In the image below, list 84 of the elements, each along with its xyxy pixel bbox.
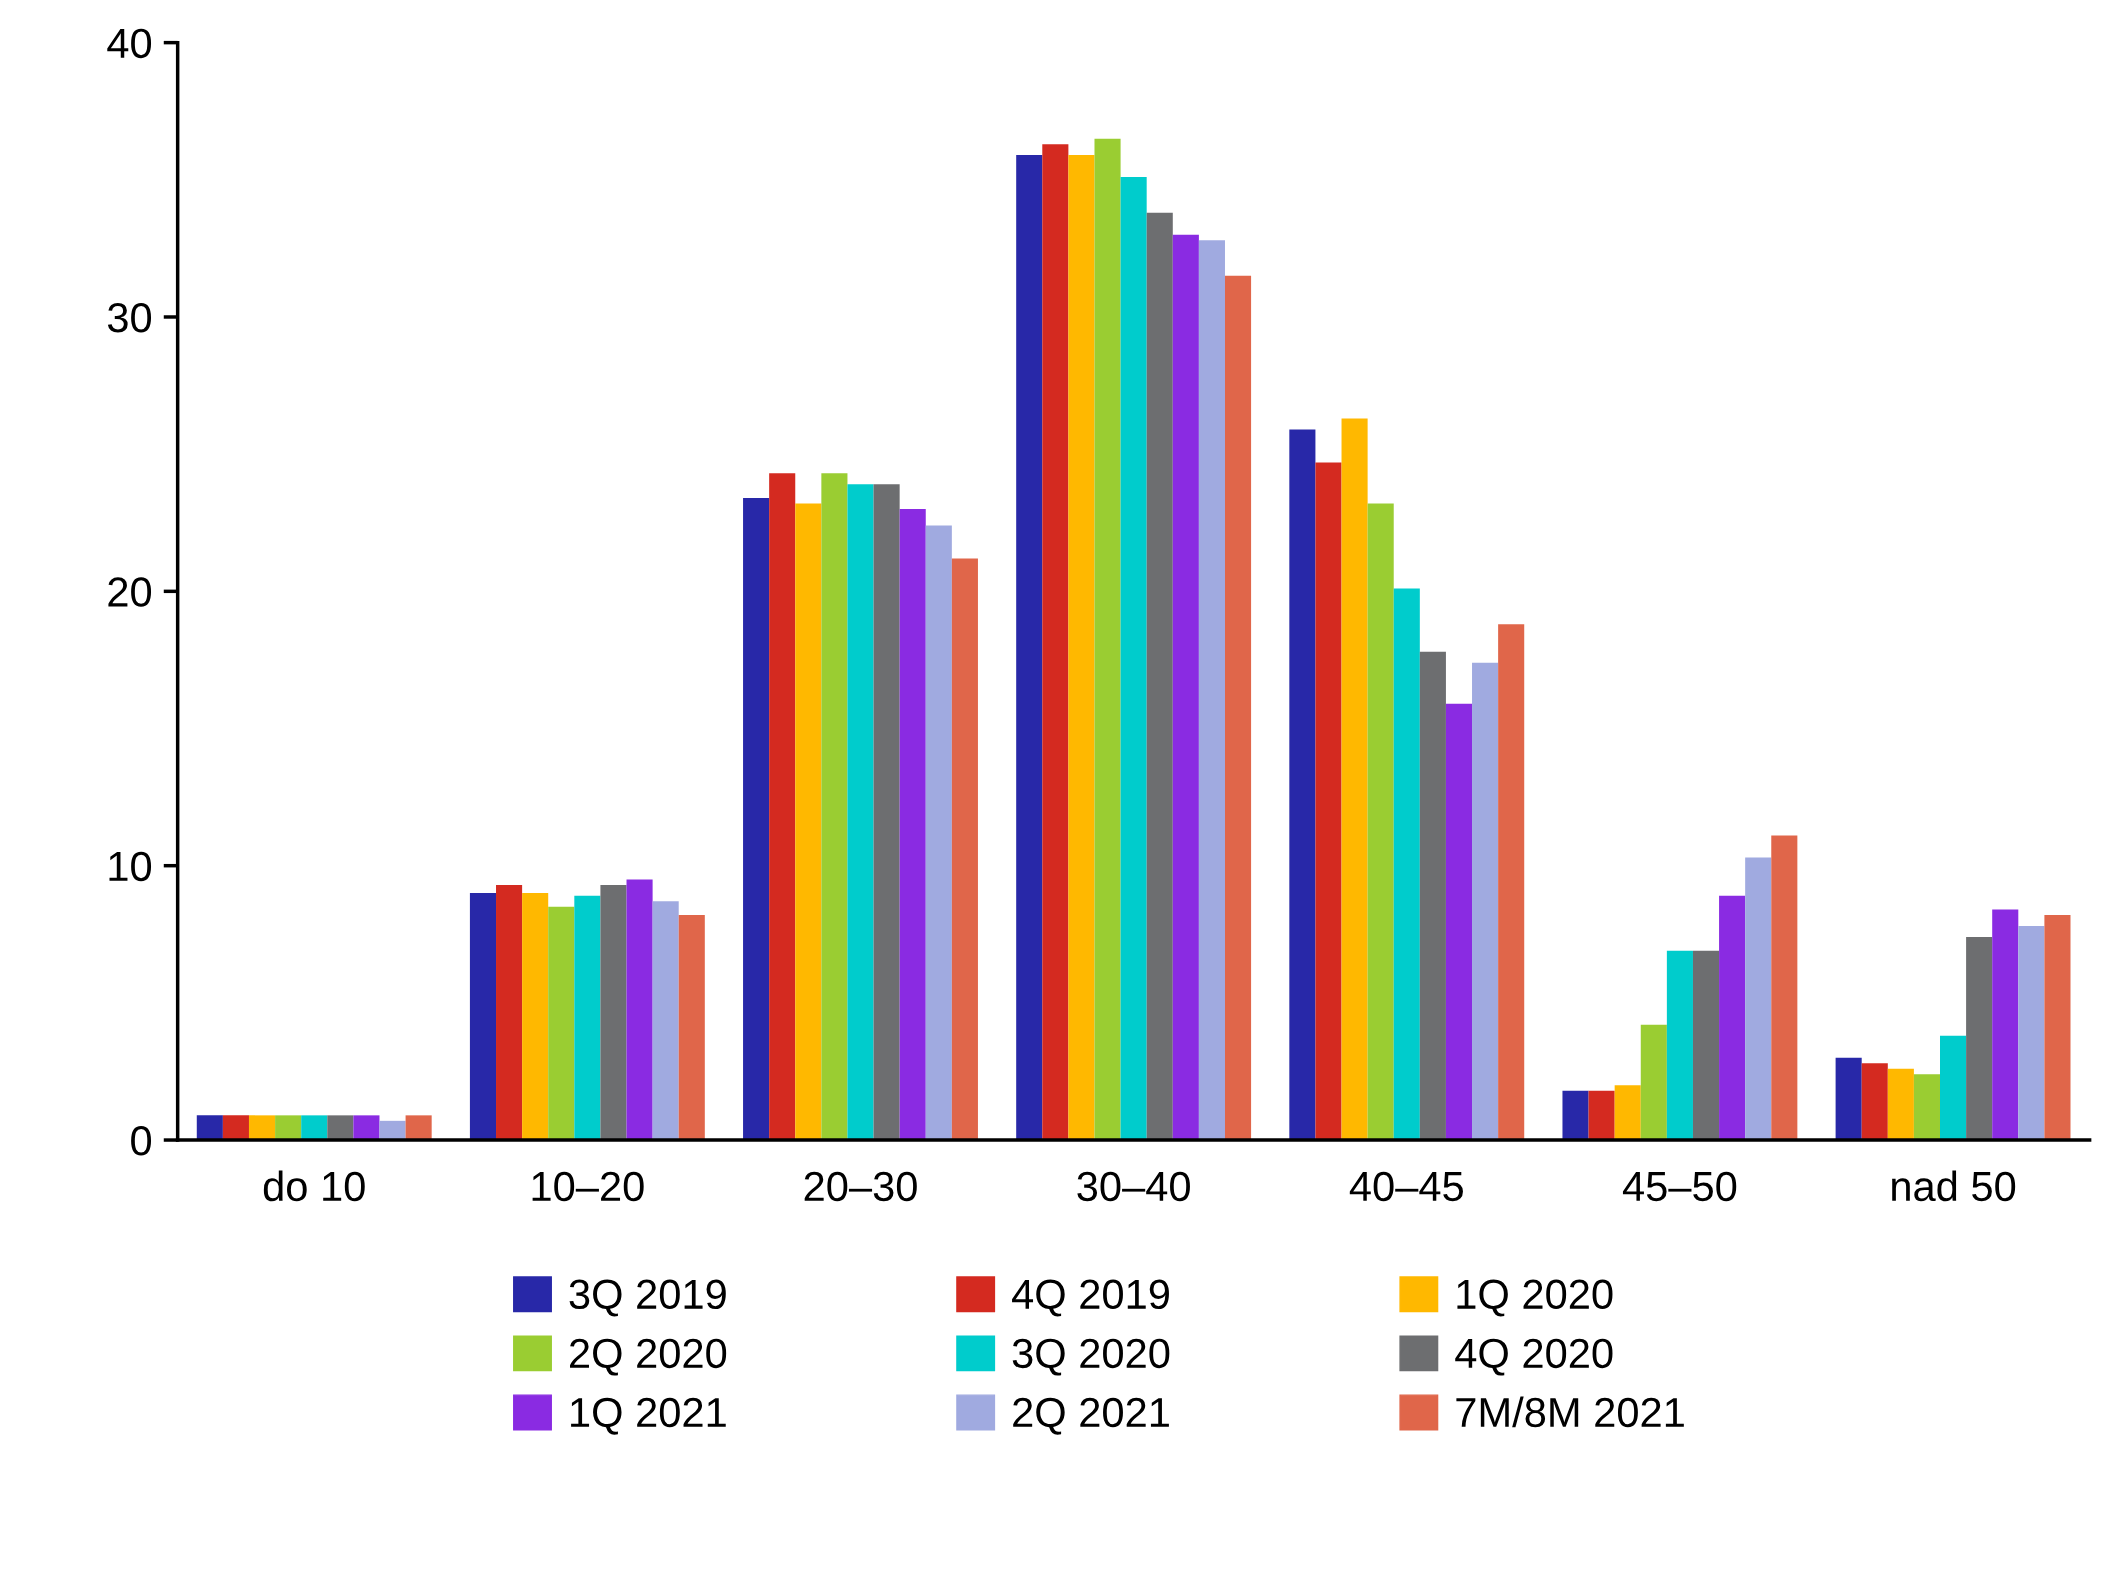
bar — [1771, 835, 1798, 1141]
x-tick-label: 10–20 — [532, 1171, 644, 1202]
bar — [873, 484, 900, 1141]
bar — [1198, 240, 1225, 1141]
legend-label: 3Q 2019 — [569, 1279, 726, 1317]
bar — [1042, 144, 1069, 1141]
y-tick-label: 30 — [107, 302, 152, 333]
bar — [1419, 651, 1446, 1141]
bar — [574, 895, 601, 1141]
bar — [1966, 937, 1993, 1141]
legend-label: 2Q 2020 — [570, 1338, 727, 1376]
bar — [678, 915, 705, 1141]
bar — [1992, 909, 2019, 1141]
bar — [1341, 418, 1368, 1141]
bar — [469, 893, 497, 1141]
y-tick-label: 10 — [109, 851, 152, 882]
y-tick-label: 40 — [107, 28, 152, 59]
bar — [626, 879, 653, 1141]
bar — [600, 884, 627, 1141]
legend-label: 4Q 2019 — [1012, 1279, 1169, 1317]
legend-label: 4Q 2020 — [1455, 1338, 1613, 1376]
bar — [1640, 1024, 1667, 1141]
bar — [196, 1115, 223, 1141]
x-tick-label: nad 50 — [1892, 1170, 2016, 1202]
bar — [301, 1115, 328, 1141]
y-tick-label: 0 — [131, 1126, 152, 1156]
bar — [327, 1115, 354, 1141]
bar — [1094, 138, 1121, 1141]
bar — [1745, 857, 1772, 1141]
bar — [1289, 429, 1316, 1141]
bar — [951, 558, 978, 1141]
bar — [652, 901, 679, 1141]
bar — [1445, 703, 1473, 1141]
bar — [1719, 895, 1746, 1141]
bar — [1498, 624, 1525, 1141]
bar — [1367, 503, 1394, 1141]
bar — [1068, 155, 1095, 1141]
bar — [496, 884, 523, 1141]
bar — [1224, 275, 1252, 1141]
bar — [548, 906, 575, 1141]
bar — [1835, 1057, 1862, 1141]
x-tick-label: 45–50 — [1622, 1171, 1737, 1202]
x-tick-label: do 10 — [263, 1170, 365, 1202]
bar — [1666, 950, 1693, 1141]
bar — [522, 893, 549, 1141]
bar — [1887, 1068, 1914, 1141]
x-tick-label: 40–45 — [1349, 1171, 1463, 1202]
bar — [353, 1115, 380, 1141]
bar — [379, 1120, 406, 1141]
bar — [1614, 1085, 1641, 1141]
bar — [925, 525, 952, 1141]
bar — [1146, 212, 1173, 1141]
legend-label: 1Q 2020 — [1457, 1279, 1613, 1317]
bar — [821, 473, 848, 1141]
bar — [899, 509, 926, 1141]
legend-label: 7M/8M 2021 — [1456, 1396, 1684, 1428]
bar — [1472, 662, 1499, 1141]
bar — [1172, 234, 1199, 1141]
bar — [1861, 1063, 1888, 1141]
bar — [1692, 950, 1720, 1141]
bar — [1940, 1035, 1967, 1141]
bar — [743, 498, 770, 1141]
bar — [222, 1115, 249, 1141]
x-tick-label: 20–30 — [804, 1171, 917, 1202]
bar — [769, 473, 796, 1141]
bar — [1315, 462, 1342, 1141]
bar — [1393, 588, 1420, 1141]
bar — [2044, 915, 2071, 1141]
bar — [795, 503, 822, 1141]
bar — [1588, 1090, 1615, 1141]
bar — [1120, 177, 1147, 1141]
x-tick-label: 30–40 — [1077, 1171, 1190, 1202]
bar — [1913, 1074, 1940, 1141]
legend-label: 2Q 2021 — [1013, 1397, 1169, 1435]
bar — [847, 484, 874, 1141]
bar — [275, 1115, 302, 1141]
bar — [1016, 155, 1043, 1141]
legend-label: 3Q 2020 — [1012, 1338, 1170, 1376]
y-tick-label: 20 — [108, 577, 152, 607]
bar — [248, 1115, 276, 1141]
bar — [1562, 1090, 1589, 1141]
legend-label: 1Q 2021 — [571, 1397, 726, 1435]
bar — [405, 1115, 432, 1141]
bar — [2018, 926, 2045, 1141]
